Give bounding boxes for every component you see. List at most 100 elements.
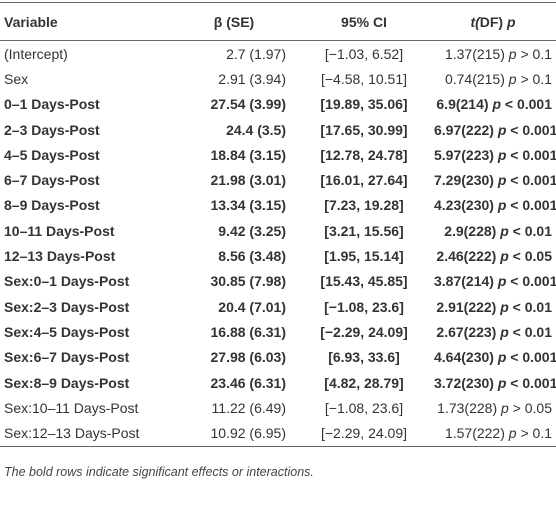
p-value: p > 0.1 xyxy=(508,70,552,87)
header-cell: 95% CI xyxy=(341,13,387,30)
t-stat: 7.29(230) xyxy=(434,172,494,189)
beta-cell: 23.46 (6.31) xyxy=(210,374,287,391)
t-stat: 2.9(228) xyxy=(444,222,497,239)
table-row: Sex:2–3 Days-Post 20.4 (7.01) [−1.08, 23.6… xyxy=(0,294,556,319)
table-row: Sex:12–13 Days-Post 10.92 (6.95) [−2.29, 2… xyxy=(0,420,556,447)
t-stat: 4.64(230) xyxy=(434,349,494,366)
ci-cell: [7.23, 19.28] xyxy=(324,197,404,214)
p-value: p > 0.1 xyxy=(508,45,552,62)
table-row: 6–7 Days-Post 21.98 (3.01) [16.01, 27.64] 7… xyxy=(0,167,556,192)
p-value: p < 0.001 xyxy=(497,197,556,214)
t-cell: 1.57(222) p > 0.1 xyxy=(434,420,556,446)
ci-cell: [−1.08, 23.6] xyxy=(324,399,404,416)
table-row: (Intercept) 2.7 (1.97) [−1.03, 6.52] 1.37(2… xyxy=(0,41,556,67)
ci-cell: [4.82, 28.79] xyxy=(324,374,404,391)
t-stat: 1.73(228) xyxy=(437,399,498,416)
beta-cell: 2.91 (3.94) xyxy=(218,70,286,87)
beta-cell: 9.42 (3.25) xyxy=(218,222,286,239)
ci-cell: [3.21, 15.56] xyxy=(324,222,404,239)
header-row: Variable β (SE) 95% CI t(DF) p xyxy=(0,2,556,41)
variable-cell: 12–13 Days-Post xyxy=(4,248,116,265)
t-cell: 1.73(228) p > 0.05 xyxy=(434,395,556,420)
beta-cell: 27.98 (6.03) xyxy=(210,349,287,366)
variable-cell: Sex:2–3 Days-Post xyxy=(4,298,130,315)
table-row: 2–3 Days-Post 24.4 (3.5) [17.65, 30.99] 6.9… xyxy=(0,117,556,142)
beta-cell: 10.92 (6.95) xyxy=(210,425,287,442)
t-stat: 2.46(222) xyxy=(436,248,497,265)
p-value: p < 0.05 xyxy=(500,248,552,265)
table-row: 0–1 Days-Post 27.54 (3.99) [19.89, 35.06] 6… xyxy=(0,92,556,117)
variable-cell: Sex:8–9 Days-Post xyxy=(4,374,130,391)
ci-cell: [6.93, 33.6] xyxy=(328,349,400,366)
ci-cell: [16.01, 27.64] xyxy=(320,172,408,189)
beta-cell: 13.34 (3.15) xyxy=(210,197,287,214)
ci-cell: [17.65, 30.99] xyxy=(320,121,408,138)
ci-cell: [−4.58, 10.51] xyxy=(320,70,408,87)
variable-cell: 10–11 Days-Post xyxy=(4,222,115,239)
table-header: Variable β (SE) 95% CI t(DF) p xyxy=(0,2,556,41)
table-row: 10–11 Days-Post 9.42 (3.25) [3.21, 15.56] 2… xyxy=(0,218,556,243)
ci-cell: [−2.29, 24.09] xyxy=(320,323,408,340)
table-row: Sex:10–11 Days-Post 11.22 (6.49) [−1.08, 2… xyxy=(0,395,556,420)
t-cell: 4.64(230) p < 0.001 xyxy=(434,345,556,370)
t-stat: 2.67(223) xyxy=(436,323,497,340)
t-stat: 6.97(222) xyxy=(434,121,494,138)
variable-cell: Sex xyxy=(4,70,29,87)
beta-cell: 20.4 (7.01) xyxy=(218,298,286,315)
table-row: Sex:6–7 Days-Post 27.98 (6.03) [6.93, 33.6… xyxy=(0,345,556,370)
t-stat: 3.87(214) xyxy=(434,273,494,290)
header-cell: β (SE) xyxy=(213,13,255,30)
beta-cell: 16.88 (6.31) xyxy=(210,323,287,340)
t-cell: 3.87(214) p < 0.001 xyxy=(434,269,556,294)
beta-cell: 11.22 (6.49) xyxy=(211,399,286,416)
ci-cell: [15.43, 45.85] xyxy=(320,273,408,290)
t-cell: 3.72(230) p < 0.001 xyxy=(434,370,556,395)
variable-cell: Sex:4–5 Days-Post xyxy=(4,323,130,340)
variable-cell: 0–1 Days-Post xyxy=(4,96,100,113)
footnote: The bold rows indicate significant effec… xyxy=(4,464,314,479)
variable-cell: (Intercept) xyxy=(4,45,68,62)
p-value: p > 0.1 xyxy=(508,425,552,442)
beta-cell: 2.7 (1.97) xyxy=(226,45,286,62)
beta-cell: 21.98 (3.01) xyxy=(210,172,287,189)
t-cell: 6.9(214) p < 0.001 xyxy=(434,92,556,117)
variable-cell: Sex:12–13 Days-Post xyxy=(4,425,140,442)
ci-cell: [1.95, 15.14] xyxy=(324,248,404,265)
t-cell: 1.37(215) p > 0.1 xyxy=(434,41,556,67)
p-value: p < 0.001 xyxy=(497,349,556,366)
variable-cell: 6–7 Days-Post xyxy=(4,172,100,189)
t-cell: 4.23(230) p < 0.001 xyxy=(434,193,556,218)
t-stat: 0.74(215) xyxy=(444,70,505,87)
results-table: Variable β (SE) 95% CI t(DF) p (Intercep… xyxy=(0,2,556,447)
t-stat: 4.23(230) xyxy=(434,197,494,214)
beta-cell: 30.85 (7.98) xyxy=(210,273,287,290)
table-body: (Intercept) 2.7 (1.97) [−1.03, 6.52] 1.37(2… xyxy=(0,41,556,447)
variable-cell: Sex:6–7 Days-Post xyxy=(4,349,130,366)
p-value: p < 0.001 xyxy=(492,96,552,113)
t-cell: 2.91(222) p < 0.01 xyxy=(434,294,556,319)
variable-cell: Sex:10–11 Days-Post xyxy=(4,399,139,416)
beta-cell: 27.54 (3.99) xyxy=(210,96,287,113)
t-stat: 5.97(223) xyxy=(434,146,494,163)
ci-cell: [19.89, 35.06] xyxy=(320,96,408,113)
table-row: 12–13 Days-Post 8.56 (3.48) [1.95, 15.14] 2… xyxy=(0,243,556,268)
t-cell: 5.97(223) p < 0.001 xyxy=(434,142,556,167)
variable-cell: Sex:0–1 Days-Post xyxy=(4,273,130,290)
beta-cell: 8.56 (3.48) xyxy=(218,248,286,265)
beta-cell: 24.4 (3.5) xyxy=(226,121,286,138)
t-stat: 1.37(215) xyxy=(444,45,505,62)
t-stat: 3.72(230) xyxy=(434,374,494,391)
t-cell: 2.9(228) p < 0.01 xyxy=(434,218,556,243)
table-row: Sex:8–9 Days-Post 23.46 (6.31) [4.82, 28.7… xyxy=(0,370,556,395)
ci-cell: [−1.03, 6.52] xyxy=(324,45,404,62)
p-value: p > 0.05 xyxy=(501,399,552,416)
variable-cell: 8–9 Days-Post xyxy=(4,197,100,214)
p-value: p < 0.001 xyxy=(497,273,556,290)
t-cell: 6.97(222) p < 0.001 xyxy=(434,117,556,142)
table-row: 4–5 Days-Post 18.84 (3.15) [12.78, 24.78] 5… xyxy=(0,142,556,167)
p-value: p < 0.01 xyxy=(500,298,552,315)
p-value: p < 0.001 xyxy=(497,374,556,391)
beta-cell: 18.84 (3.15) xyxy=(210,146,287,163)
p-value: p < 0.001 xyxy=(497,146,556,163)
